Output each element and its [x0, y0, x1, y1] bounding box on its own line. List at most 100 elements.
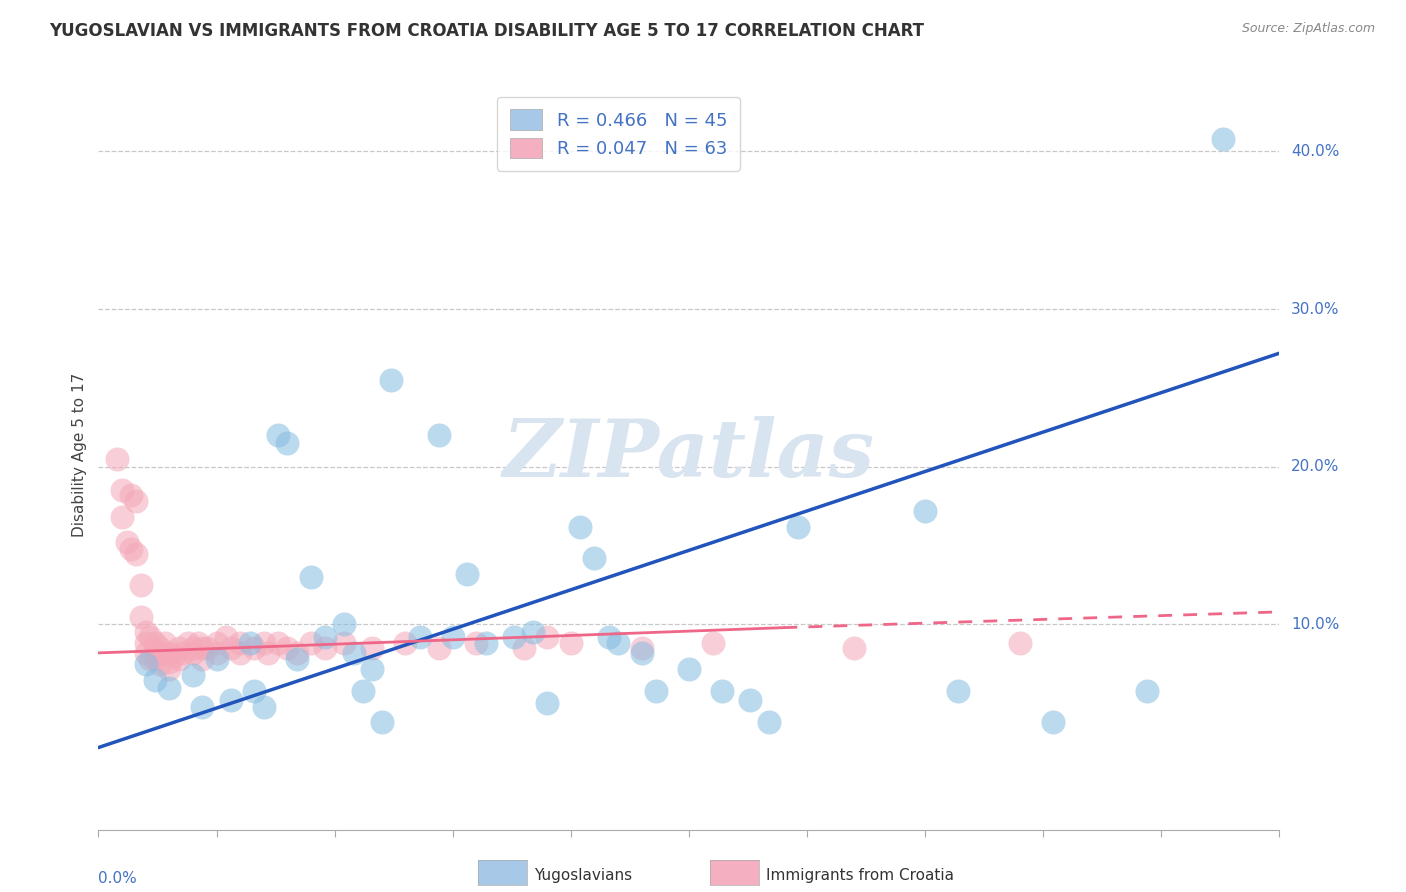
- Point: [1136, 683, 1159, 698]
- Point: [121, 541, 143, 556]
- Point: [191, 699, 214, 714]
- Point: [948, 683, 970, 698]
- Point: [267, 428, 290, 442]
- Legend: R = 0.466   N = 45, R = 0.047   N = 63: R = 0.466 N = 45, R = 0.047 N = 63: [498, 97, 740, 171]
- Text: Source: ZipAtlas.com: Source: ZipAtlas.com: [1241, 22, 1375, 36]
- Point: [139, 652, 162, 666]
- Point: [786, 519, 808, 533]
- Point: [219, 641, 242, 656]
- Point: [536, 630, 558, 644]
- Point: [276, 641, 298, 656]
- Point: [285, 646, 308, 660]
- Point: [1212, 131, 1234, 145]
- Point: [441, 630, 464, 644]
- Point: [630, 646, 652, 660]
- Point: [215, 630, 238, 644]
- Point: [333, 617, 356, 632]
- Point: [276, 436, 298, 450]
- Point: [456, 567, 478, 582]
- Point: [143, 652, 166, 666]
- Point: [607, 636, 630, 650]
- Point: [135, 646, 157, 660]
- Point: [143, 673, 166, 687]
- Point: [143, 636, 166, 650]
- Point: [172, 646, 194, 660]
- Point: [267, 636, 290, 650]
- Point: [678, 662, 700, 676]
- Point: [380, 373, 402, 387]
- Text: ZIPatlas: ZIPatlas: [503, 417, 875, 493]
- Point: [167, 641, 190, 656]
- Point: [157, 681, 180, 695]
- Point: [569, 519, 592, 533]
- Point: [167, 652, 190, 666]
- Point: [125, 547, 148, 561]
- Point: [644, 683, 666, 698]
- Point: [243, 641, 266, 656]
- Point: [243, 683, 266, 698]
- Point: [361, 641, 384, 656]
- Point: [191, 641, 214, 656]
- Point: [115, 535, 138, 549]
- Point: [630, 641, 652, 656]
- Point: [427, 641, 450, 656]
- Point: [143, 646, 166, 660]
- Point: [253, 699, 276, 714]
- Point: [522, 625, 544, 640]
- Point: [153, 636, 176, 650]
- Point: [352, 683, 374, 698]
- Point: [181, 668, 204, 682]
- Point: [187, 636, 209, 650]
- Point: [229, 646, 252, 660]
- Point: [914, 504, 936, 518]
- Point: [205, 652, 228, 666]
- Text: Immigrants from Croatia: Immigrants from Croatia: [766, 869, 955, 883]
- Point: [135, 636, 157, 650]
- Point: [125, 494, 148, 508]
- Point: [239, 636, 262, 650]
- Text: YUGOSLAVIAN VS IMMIGRANTS FROM CROATIA DISABILITY AGE 5 TO 17 CORRELATION CHART: YUGOSLAVIAN VS IMMIGRANTS FROM CROATIA D…: [49, 22, 924, 40]
- Point: [129, 609, 152, 624]
- Text: 20.0%: 20.0%: [1291, 459, 1340, 475]
- Point: [844, 641, 866, 656]
- Point: [139, 630, 162, 644]
- Point: [105, 451, 128, 466]
- Point: [181, 646, 204, 660]
- Point: [229, 636, 252, 650]
- Point: [129, 578, 152, 592]
- Point: [153, 646, 176, 660]
- Point: [536, 697, 558, 711]
- Point: [598, 630, 620, 644]
- Point: [299, 636, 322, 650]
- Point: [135, 625, 157, 640]
- Text: 10.0%: 10.0%: [1291, 617, 1340, 632]
- Point: [205, 646, 228, 660]
- Point: [257, 646, 280, 660]
- Point: [583, 551, 606, 566]
- Point: [333, 636, 356, 650]
- Point: [314, 641, 336, 656]
- Point: [394, 636, 416, 650]
- Point: [371, 715, 394, 730]
- Point: [740, 693, 762, 707]
- Point: [711, 683, 734, 698]
- Point: [181, 641, 204, 656]
- Point: [702, 636, 724, 650]
- Point: [111, 510, 134, 524]
- Point: [465, 636, 488, 650]
- Point: [408, 630, 430, 644]
- Text: 40.0%: 40.0%: [1291, 144, 1340, 159]
- Point: [121, 488, 143, 502]
- Point: [157, 662, 180, 676]
- Text: Yugoslavians: Yugoslavians: [534, 869, 633, 883]
- Point: [427, 428, 450, 442]
- Point: [149, 641, 172, 656]
- Point: [361, 662, 384, 676]
- Point: [253, 636, 276, 650]
- Point: [157, 656, 180, 670]
- Point: [503, 630, 526, 644]
- Text: 0.0%: 0.0%: [98, 871, 138, 886]
- Point: [285, 652, 308, 666]
- Point: [135, 657, 157, 671]
- Point: [1042, 715, 1064, 730]
